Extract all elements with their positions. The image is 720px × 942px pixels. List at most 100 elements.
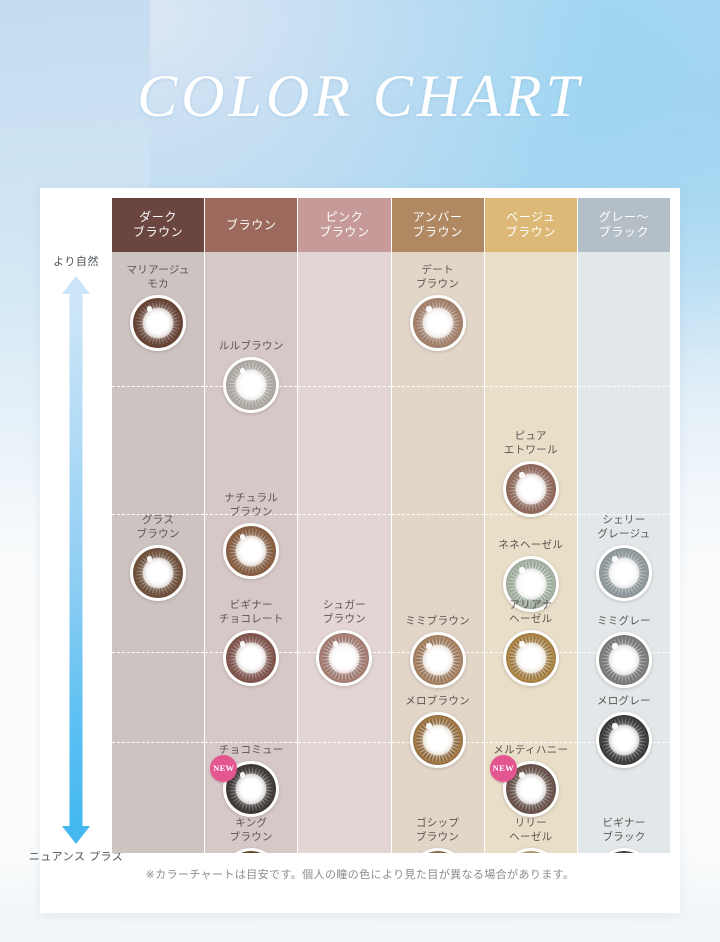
lens-item[interactable]: シュガー ブラウン <box>298 599 390 686</box>
lens-item[interactable]: ネネヘーゼル <box>485 539 577 612</box>
lens-item[interactable]: チョコミュー NEW <box>205 744 297 817</box>
row-separator <box>112 742 205 743</box>
lens-circle <box>595 544 652 601</box>
lens-swatch[interactable] <box>595 631 652 688</box>
chart-column: ピンク ブラウンシュガー ブラウン <box>297 198 391 853</box>
lens-highlight <box>146 556 153 562</box>
row-separator <box>298 386 391 387</box>
lens-highlight <box>612 723 618 729</box>
lens-swatch[interactable] <box>316 629 373 686</box>
column-body: デート ブラウンミミブラウン メロブラウンゴシップ ブラウン <box>391 252 484 853</box>
lens-item[interactable]: リリー ヘーゼル <box>485 817 577 853</box>
lens-highlight <box>239 772 246 778</box>
lens-swatch[interactable] <box>223 847 280 853</box>
lens-item[interactable]: メログレー <box>578 695 670 768</box>
lens-iris <box>598 850 649 853</box>
lens-swatch[interactable] <box>409 294 466 351</box>
lens-swatch[interactable] <box>223 629 280 686</box>
lens-center-glow <box>422 644 454 676</box>
row-separator <box>577 386 671 387</box>
lens-item[interactable]: シェリー グレージュ <box>578 514 670 601</box>
lens-swatch[interactable] <box>130 544 187 601</box>
lens-item[interactable]: グラス ブラウン <box>112 514 204 601</box>
lens-item[interactable]: メロブラウン <box>392 695 484 768</box>
lens-swatch[interactable] <box>223 356 280 413</box>
lens-swatch[interactable]: NEW <box>210 754 280 817</box>
lens-swatch[interactable] <box>502 460 559 517</box>
lens-center-glow <box>515 473 547 505</box>
lens-circle <box>130 294 187 351</box>
column-header: ブラウン <box>205 198 298 252</box>
lens-item[interactable]: メルティハニー NEW <box>485 744 577 817</box>
lens-center-glow <box>235 773 267 805</box>
lens-highlight <box>519 472 525 478</box>
chart-column: ダーク ブラウン マリアージュ モカ グラス ブラウン <box>112 198 205 853</box>
lens-item[interactable]: ビギナー チョコレート <box>205 599 297 686</box>
column-body: ルルブラウンナチュラル ブラウンビギナー チョコレートチョコミュー NEW キング … <box>205 252 298 853</box>
lens-item[interactable]: ルルブラウン <box>205 340 297 413</box>
chart-column: ベージュ ブラウン ピュア エトワール ネネヘーゼル アリアナ ヘーゼル メルティハニー… <box>483 198 577 853</box>
lens-circle <box>409 847 466 853</box>
lens-center-glow <box>235 535 267 567</box>
lens-swatch[interactable] <box>409 711 466 768</box>
lens-item[interactable]: ミミブラウン <box>392 615 484 688</box>
lens-name-label: ビギナー チョコレート <box>218 599 284 625</box>
lens-swatch[interactable] <box>595 847 652 853</box>
lens-highlight <box>519 641 525 647</box>
row-separator <box>298 742 391 743</box>
lens-swatch[interactable] <box>502 555 559 612</box>
lens-highlight <box>612 643 618 649</box>
lens-name-label: アリアナ ヘーゼル <box>509 599 553 625</box>
lens-item[interactable]: ミミグレー <box>578 615 670 688</box>
lens-circle <box>409 294 466 351</box>
column-header: ピンク ブラウン <box>298 198 391 252</box>
lens-name-label: ゴシップ ブラウン <box>416 817 460 843</box>
lens-center-glow <box>235 369 267 401</box>
lens-swatch[interactable] <box>502 847 559 853</box>
lens-center-glow <box>142 557 174 589</box>
lens-highlight <box>239 534 246 540</box>
page-title: COLOR CHART <box>137 63 583 129</box>
lens-item[interactable]: ピュア エトワール <box>485 430 577 517</box>
color-chart-grid: ダーク ブラウン マリアージュ モカ グラス ブラウン ブラウン ルルブラウン ナチュラル… <box>112 198 671 853</box>
lens-name-label: チョコミュー <box>218 744 284 756</box>
lens-swatch[interactable] <box>502 629 559 686</box>
lens-item[interactable]: キング ブラウン <box>205 817 297 853</box>
lens-swatch[interactable] <box>409 847 466 853</box>
lens-center-glow <box>235 642 267 674</box>
lens-item[interactable]: デート ブラウン <box>392 264 484 351</box>
lens-swatch[interactable] <box>595 711 652 768</box>
lens-highlight <box>332 641 339 647</box>
lens-item[interactable]: マリアージュ モカ <box>112 264 204 351</box>
lens-center-glow <box>608 724 640 756</box>
column-body: シェリー グレージュミミグレー メログレービギナー ブラック <box>577 252 671 853</box>
lens-circle <box>502 555 559 612</box>
lens-highlight <box>426 306 432 312</box>
lens-name-label: ビギナー ブラック <box>602 817 646 843</box>
lens-item[interactable]: ビギナー ブラック <box>578 817 670 853</box>
column-header: グレー〜 ブラック <box>577 198 671 252</box>
lens-item[interactable]: アリアナ ヘーゼル <box>485 599 577 686</box>
new-badge: NEW <box>489 754 517 782</box>
lens-swatch[interactable] <box>130 294 187 351</box>
lens-circle <box>595 711 652 768</box>
lens-swatch[interactable] <box>409 631 466 688</box>
row-separator <box>391 386 484 387</box>
lens-item[interactable]: ゴシップ ブラウン <box>392 817 484 853</box>
lens-center-glow <box>608 644 640 676</box>
lens-circle <box>409 631 466 688</box>
lens-swatch[interactable]: NEW <box>489 754 559 817</box>
axis-arrow-shaft <box>69 289 83 831</box>
lens-circle <box>223 629 280 686</box>
chart-footnote: ※カラーチャートは目安です。個人の瞳の色により見た目が異なる場合があります。 <box>145 869 575 881</box>
lens-name-label: グラス ブラウン <box>136 514 180 540</box>
lens-item[interactable]: ナチュラル ブラウン <box>205 492 297 579</box>
lens-highlight <box>519 567 525 573</box>
column-body: ピュア エトワールネネヘーゼル アリアナ ヘーゼルメルティハニー NEW リリー ヘー… <box>484 252 577 853</box>
lens-center-glow <box>515 568 547 600</box>
naturalness-axis: より自然 ニュアンス プラス <box>29 255 123 865</box>
row-separator <box>484 386 577 387</box>
lens-swatch[interactable] <box>223 522 280 579</box>
row-separator <box>112 652 205 653</box>
lens-swatch[interactable] <box>595 544 652 601</box>
